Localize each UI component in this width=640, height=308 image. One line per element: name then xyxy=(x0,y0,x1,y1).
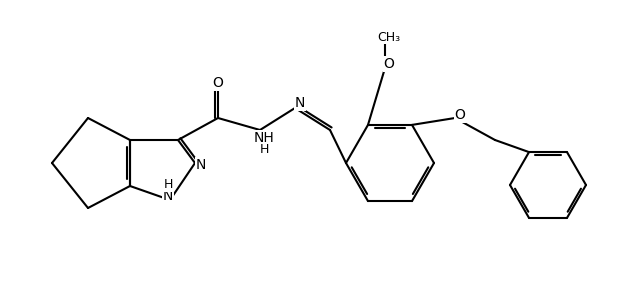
Text: O: O xyxy=(383,57,394,71)
Text: CH₃: CH₃ xyxy=(378,30,401,43)
Text: N: N xyxy=(196,158,206,172)
Text: H: H xyxy=(163,179,173,192)
Text: O: O xyxy=(212,76,223,90)
Text: N: N xyxy=(295,96,305,110)
Text: NH: NH xyxy=(253,131,275,145)
Text: H: H xyxy=(259,143,269,156)
Text: N: N xyxy=(163,189,173,203)
Text: O: O xyxy=(454,108,465,122)
